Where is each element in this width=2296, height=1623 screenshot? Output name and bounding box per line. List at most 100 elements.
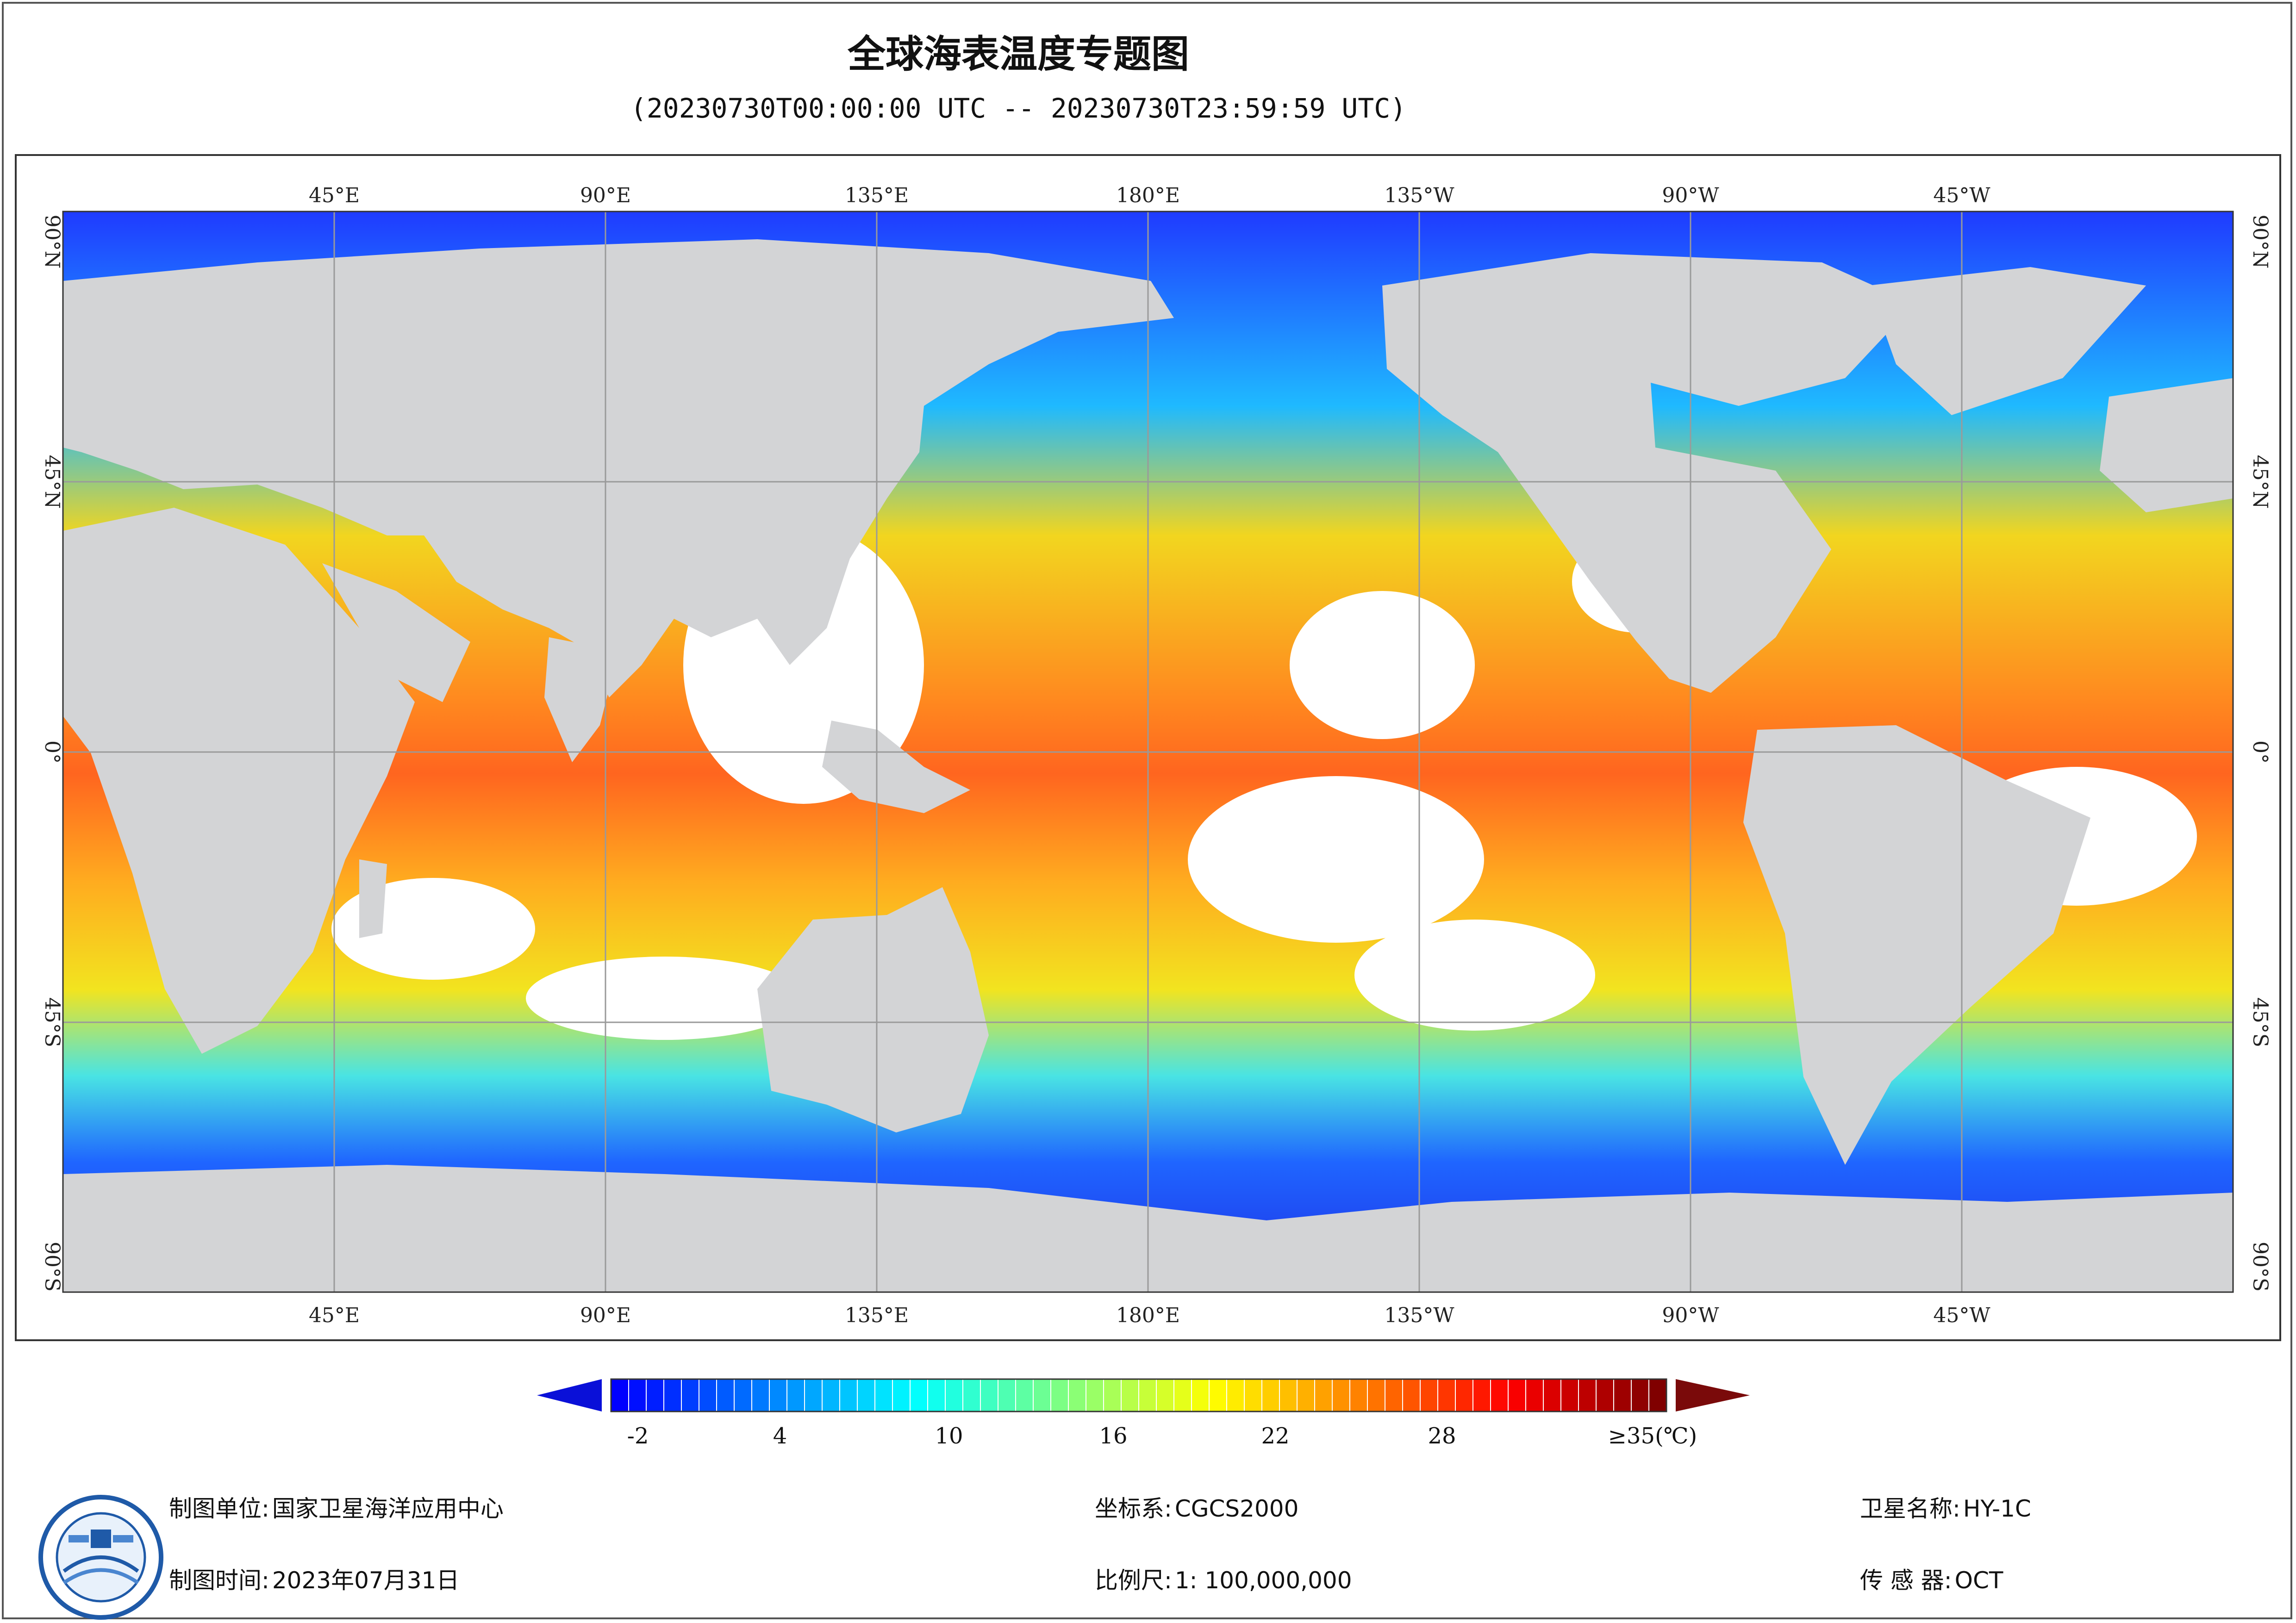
colorbar-cell [1578,1379,1597,1412]
colorbar-cell [945,1379,964,1412]
top-lon-label: 90°E [580,184,631,207]
right-lat-label: 45°N [2248,455,2272,509]
right-lat-label: 45°S [2248,997,2272,1047]
colorbar-cell [1560,1379,1579,1412]
colorbar-cell [1631,1379,1650,1412]
colorbar-cell [892,1379,911,1412]
colorbar-cell [1402,1379,1421,1412]
colorbar-cell [786,1379,805,1412]
colorbar-cell [1244,1379,1263,1412]
satellite-info: 卫星名称: HY-1C [1860,1490,2031,1524]
right-lat-label: 0° [2248,740,2272,764]
right-lat-labels: 90°N 45°N 0° 45°S 90°S [2248,215,2272,1292]
left-lat-label: 90°S [40,1242,64,1292]
colorbar-cell [1508,1379,1527,1412]
nsoas-logo [38,1495,163,1620]
colorbar-cell [1050,1379,1069,1412]
land-eurasia [63,239,1174,697]
colorbar-tick: 22 [1261,1423,1290,1449]
bottom-lon-label: 135°W [1384,1304,1454,1327]
colorbar-tick: 4 [773,1423,787,1449]
colorbar-frame [610,1378,1667,1412]
colorbar-cell [1420,1379,1439,1412]
colorbar-cell [1156,1379,1175,1412]
bottom-lon-label: 90°E [580,1304,631,1327]
colorbar-cell [1121,1379,1140,1412]
colorbar-high-arrow [1676,1379,1750,1412]
colorbar-cell [1543,1379,1562,1412]
production-date-label: 制图时间: [169,1567,269,1594]
colorbar-svg [537,1378,1750,1412]
left-lat-label: 45°N [40,455,64,509]
top-lon-label: 180°E [1116,184,1180,207]
land-madagascar [359,859,387,938]
map-subtitle: (20230730T00:00:00 UTC -- 20230730T23:59… [630,93,1407,124]
colorbar-cell [1367,1379,1386,1412]
sensor-label: 传 感 器: [1860,1567,1952,1594]
satellite-value: HY-1C [1963,1495,2031,1522]
colorbar-cell [1103,1379,1122,1412]
colorbar-cell [681,1379,700,1412]
top-lon-label: 45°W [1933,184,1990,207]
colorbar-cell [646,1379,665,1412]
land-europe-west [2100,378,2233,512]
bottom-lon-label: 180°E [1116,1304,1180,1327]
map-area [62,211,2234,1293]
colorbar-cell [699,1379,718,1412]
left-lat-label: 0° [40,740,64,764]
right-lat-label: 90°N [2248,215,2272,269]
colorbar-cell [1261,1379,1280,1412]
left-lat-labels: 90°N 45°N 0° 45°S 90°S [40,215,64,1292]
production-date-value: 2023年07月31日 [272,1567,460,1594]
land-north-america [1382,253,1915,693]
scale-label: 比例尺: [1095,1567,1172,1594]
bottom-lon-label: 45°W [1933,1304,1990,1327]
sensor-value: OCT [1954,1567,2003,1594]
colorbar-cell [1068,1379,1087,1412]
colorbar-cell [1209,1379,1228,1412]
colorbar-cell [1490,1379,1509,1412]
colorbar-cell [1472,1379,1491,1412]
colorbar-cell [1648,1379,1667,1412]
colorbar-cell [998,1379,1017,1412]
colorbar-cell [804,1379,823,1412]
map-title: 全球海表温度专题图 [847,32,1189,76]
colorbar-cell [962,1379,981,1412]
land-australia [757,887,989,1132]
land-sea-islands [822,721,970,813]
coordinate-system-value: CGCS2000 [1174,1495,1299,1522]
colorbar-cell [1385,1379,1404,1412]
colorbar-tick: -2 [627,1423,649,1449]
left-lat-label: 90°N [40,215,64,269]
graticule [63,211,2233,1292]
colorbar-cell [1596,1379,1615,1412]
colorbar-cells [610,1378,1667,1412]
colorbar-cell [839,1379,858,1412]
map-inner-border [62,211,2234,1293]
colorbar-cell [1525,1379,1544,1412]
production-date-info: 制图时间: 2023年07月31日 [169,1562,459,1595]
colorbar-cell [874,1379,893,1412]
colorbar-cell [734,1379,753,1412]
bottom-lon-label: 45°E [309,1304,360,1327]
bottom-lon-label: 135°E [845,1304,909,1327]
colorbar-cell [1297,1379,1316,1412]
land-africa [63,508,415,1054]
colorbar-cell [716,1379,735,1412]
colorbar-cell [1015,1379,1034,1412]
producer-info: 制图单位: 国家卫星海洋应用中心 [169,1490,504,1524]
land-greenland [1868,267,2146,415]
colorbar-cell [1279,1379,1298,1412]
sensor-info: 传 感 器: OCT [1860,1562,2003,1595]
producer-label: 制图单位: [169,1495,269,1522]
sst-colorbar: -2 4 10 16 22 28 ≥35(℃) [537,1370,1750,1462]
colorbar-cell [1226,1379,1245,1412]
map-canvas: 45°E 90°E 135°E 180°E 135°W 90°W 45°W 45… [40,184,2272,1327]
scale-info: 比例尺: 1: 100,000,000 [1095,1562,1352,1595]
colorbar-cell [663,1379,682,1412]
colorbar-cell [822,1379,841,1412]
scale-value: 1: 100,000,000 [1174,1567,1352,1594]
colorbar-cell [1033,1379,1052,1412]
left-lat-label: 45°S [40,997,64,1047]
right-lat-label: 90°S [2248,1242,2272,1292]
